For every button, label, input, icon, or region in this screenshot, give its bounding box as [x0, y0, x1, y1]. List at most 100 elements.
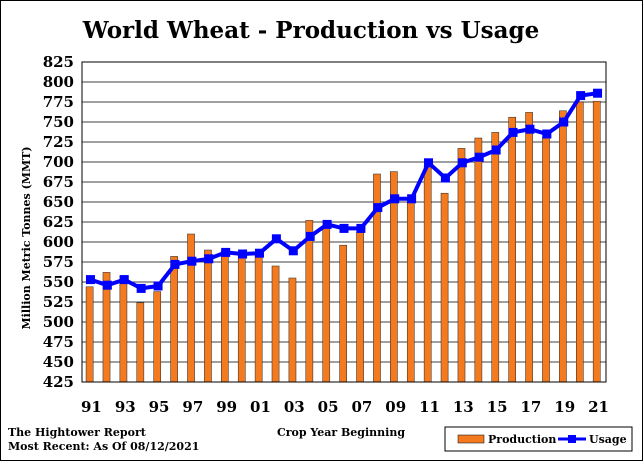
usage-point-19 [559, 117, 569, 127]
x-tick-label-19: 19 [554, 398, 575, 416]
y-tick-label-425: 425 [43, 373, 74, 391]
bar-production-19 [559, 110, 567, 383]
legend: Production Usage [444, 426, 633, 452]
y-tick-label-825: 825 [43, 53, 74, 71]
y-tick-label-700: 700 [43, 153, 74, 171]
x-tick-label-97: 97 [182, 398, 203, 416]
usage-point-04 [305, 231, 315, 241]
usage-point-02 [271, 234, 281, 244]
usage-point-98 [204, 254, 214, 264]
usage-point-15 [491, 145, 501, 155]
x-tick-label-09: 09 [385, 398, 406, 416]
y-tick-label-450: 450 [43, 353, 74, 371]
usage-point-96 [170, 259, 180, 269]
x-tick-label-91: 91 [81, 398, 102, 416]
bar-production-17 [525, 112, 533, 383]
bar-production-10 [406, 200, 415, 383]
bar-production-96 [170, 256, 178, 383]
chart-title: World Wheat - Production vs Usage [82, 17, 539, 44]
bar-production-98 [204, 249, 212, 383]
y-tick-label-675: 675 [43, 173, 74, 191]
usage-point-99 [221, 247, 231, 257]
bar-production-20 [576, 101, 584, 383]
bar-production-04 [305, 220, 314, 383]
x-axis-ticks: 91 93 95 97 99 01 03 05 07 09 11 13 15 17 19 21 [81, 398, 609, 416]
bar-production-15 [491, 132, 500, 383]
y-tick-label-600: 600 [43, 233, 74, 251]
bar-production-93 [119, 275, 128, 383]
x-tick-label-13: 13 [453, 398, 474, 416]
bar-production-05 [322, 226, 331, 383]
legend-production-swatch [457, 434, 485, 444]
y-axis-label: Million Metric Tonnes (MMT) [20, 146, 33, 329]
usage-point-12 [440, 173, 450, 183]
usage-point-17 [525, 124, 535, 134]
usage-point-91 [85, 275, 95, 285]
bar-production-95 [153, 291, 162, 383]
usage-point-94 [136, 283, 146, 293]
bar-production-03 [288, 277, 297, 383]
bar-production-18 [542, 136, 550, 383]
bar-production-16 [508, 116, 516, 383]
legend-production-label: Production [488, 433, 556, 446]
usage-point-10 [407, 194, 417, 204]
y-tick-label-575: 575 [43, 253, 74, 271]
y-tick-label-475: 475 [43, 333, 74, 351]
usage-point-11 [424, 158, 434, 168]
y-tick-label-550: 550 [43, 273, 74, 291]
bar-production-97 [187, 233, 195, 383]
y-tick-label-725: 725 [43, 133, 74, 151]
bar-production-06 [339, 244, 347, 383]
x-tick-label-17: 17 [520, 398, 541, 416]
bar-production-99 [221, 250, 229, 383]
bar-production-02 [271, 265, 280, 383]
x-tick-label-05: 05 [318, 398, 339, 416]
usage-point-09 [390, 194, 400, 204]
usage-point-01 [254, 248, 264, 258]
bar-production-13 [457, 148, 466, 383]
x-tick-label-03: 03 [284, 398, 305, 416]
bar-production-11 [423, 165, 432, 383]
y-tick-label-750: 750 [43, 113, 74, 131]
bar-production-94 [136, 302, 145, 383]
production-bars [85, 100, 601, 383]
usage-point-20 [576, 91, 586, 101]
x-axis-label: Crop Year Beginning [277, 426, 405, 439]
source-note: The Hightower Report [8, 426, 147, 439]
x-tick-label-95: 95 [149, 398, 170, 416]
usage-point-95 [153, 281, 163, 291]
usage-point-06 [339, 223, 349, 233]
usage-point-18 [542, 129, 552, 139]
x-tick-label-15: 15 [487, 398, 508, 416]
x-tick-label-21: 21 [588, 398, 609, 416]
usage-point-92 [102, 280, 112, 290]
usage-point-00 [238, 249, 248, 259]
x-tick-label-11: 11 [419, 398, 440, 416]
usage-point-14 [474, 152, 484, 162]
bar-production-91 [85, 286, 94, 383]
usage-point-07 [356, 223, 366, 233]
as-of-note: Most Recent: As Of 08/12/2021 [8, 440, 199, 453]
y-axis-ticks: 425 450 475 500 525 550 575 600 625 650 675 700 725 7… [43, 53, 74, 391]
usage-point-05 [322, 219, 332, 229]
y-tick-label-525: 525 [43, 293, 74, 311]
y-tick-label-800: 800 [43, 73, 74, 91]
bar-production-12 [440, 192, 449, 383]
x-tick-label-01: 01 [250, 398, 271, 416]
usage-point-03 [288, 246, 298, 256]
usage-point-21 [593, 88, 603, 98]
x-tick-label-93: 93 [115, 398, 136, 416]
bar-production-21 [592, 100, 601, 383]
usage-point-93 [119, 275, 129, 285]
usage-point-13 [457, 158, 467, 168]
usage-point-97 [187, 256, 197, 266]
bar-production-01 [254, 255, 263, 383]
legend-usage-label: Usage [589, 433, 627, 446]
usage-point-08 [373, 203, 383, 213]
bar-production-07 [356, 232, 364, 383]
y-tick-label-650: 650 [43, 193, 74, 211]
usage-point-16 [508, 127, 518, 137]
y-tick-label-500: 500 [43, 313, 74, 331]
plot-area-border [81, 61, 607, 383]
